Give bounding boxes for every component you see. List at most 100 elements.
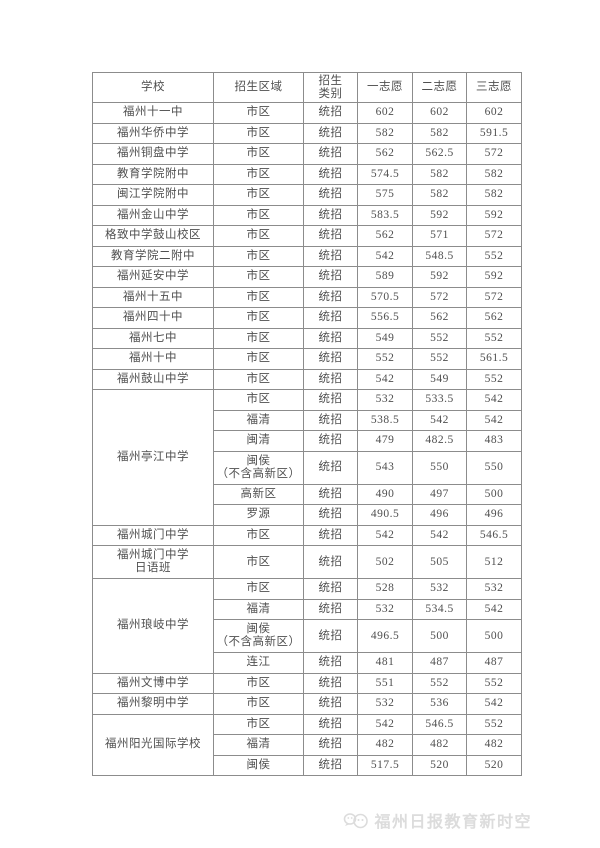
- cell-text-line: 市区: [246, 126, 271, 139]
- region-cell: 福清: [213, 598, 304, 620]
- cell-text-line: 市区: [246, 697, 271, 710]
- table-row: 福州十一中 市区 统招 602 602 602: [92, 102, 522, 124]
- score-third-choice-cell: 552: [466, 672, 522, 694]
- region-cell: 连江: [213, 652, 304, 674]
- category-cell: 统招: [303, 450, 358, 485]
- score-third-choice-cell: 483: [466, 430, 522, 452]
- score-third-choice-cell: 550: [466, 450, 522, 485]
- table-row: 格致中学鼓山校区 市区 统招 562 571 572: [92, 225, 522, 247]
- category-cell: 统招: [303, 578, 358, 600]
- category-cell: 统招: [303, 368, 358, 390]
- category-cell: 统招: [303, 504, 358, 526]
- cell-text-line: 市区: [246, 290, 271, 303]
- score-second-choice-cell: 548.5: [412, 245, 467, 267]
- cell-text-line: 福州十中: [129, 352, 177, 365]
- score-third-choice-cell: 500: [466, 619, 522, 653]
- score-third-choice-cell: 542: [466, 389, 522, 411]
- category-cell: 统招: [303, 672, 358, 694]
- category-cell: 统招: [303, 327, 358, 349]
- score-first-choice-cell: 538.5: [357, 409, 413, 431]
- table-row: 福州七中 市区 统招 549 552 552: [92, 327, 522, 349]
- cell-text-line: 福清: [246, 602, 271, 615]
- cell-text-line: 福清: [246, 738, 271, 751]
- score-second-choice-cell: 582: [412, 122, 467, 144]
- cell-text-line: 市区: [246, 331, 271, 344]
- category-cell: 统招: [303, 102, 358, 124]
- cell-text-line: 福州四十中: [123, 311, 183, 324]
- score-second-choice-cell: 496: [412, 504, 467, 526]
- region-cell: 市区: [213, 348, 304, 370]
- cell-text-line: 市区: [246, 352, 271, 365]
- category-cell: 统招: [303, 163, 358, 185]
- category-cell: 统招: [303, 143, 358, 165]
- score-first-choice-cell: 589: [357, 266, 413, 288]
- score-first-choice-cell: 575: [357, 184, 413, 206]
- score-first-choice-cell: 542: [357, 524, 413, 546]
- region-cell: 市区: [213, 389, 304, 411]
- category-cell: 统招: [303, 619, 358, 653]
- score-first-choice-cell: 496.5: [357, 619, 413, 653]
- score-first-choice-cell: 502: [357, 545, 413, 579]
- score-second-choice-cell: 533.5: [412, 389, 467, 411]
- score-third-choice-cell: 582: [466, 184, 522, 206]
- cell-text-line: 福州十一中: [123, 106, 183, 119]
- cell-text-line: 福州铜盘中学: [117, 147, 189, 160]
- score-second-choice-cell: 534.5: [412, 598, 467, 620]
- school-name-cell: 教育学院附中: [92, 163, 214, 185]
- school-name-cell: 福州十五中: [92, 286, 214, 308]
- school-name-cell: 福州阳光国际学校: [92, 713, 214, 776]
- region-cell: 市区: [213, 245, 304, 267]
- cell-text-line: 市区: [246, 555, 271, 568]
- score-first-choice-cell: 583.5: [357, 204, 413, 226]
- cell-text-line: 福州金山中学: [117, 208, 189, 221]
- score-third-choice-cell: 602: [466, 102, 522, 124]
- cell-text-line: 福州城门中学: [117, 549, 189, 561]
- school-name-cell: 福州十一中: [92, 102, 214, 124]
- school-name-cell: 福州四十中: [92, 307, 214, 329]
- score-first-choice-cell: 532: [357, 598, 413, 620]
- cell-text-line: 罗源: [246, 508, 271, 521]
- table-row: 高新区 统招 490 497 500: [93, 483, 522, 505]
- cell-text-line: 福州阳光国际学校: [105, 738, 201, 751]
- cell-text-line: 市区: [246, 249, 271, 262]
- watermark: 福州日报教育新时空: [343, 808, 532, 832]
- cell-text-line: 市区: [246, 167, 271, 180]
- col-header-third-choice: 三志愿: [466, 72, 522, 103]
- category-cell: 统招: [303, 598, 358, 620]
- score-second-choice-cell: 550: [412, 450, 467, 485]
- score-first-choice-cell: 556.5: [357, 307, 413, 329]
- region-cell: 市区: [213, 672, 304, 694]
- region-cell: 闽侯: [213, 754, 304, 776]
- region-cell: 闽清: [213, 430, 304, 452]
- score-third-choice-cell: 582: [466, 163, 522, 185]
- region-cell: 市区: [213, 327, 304, 349]
- school-name-cell: 福州亭江中学: [92, 389, 214, 526]
- table-row: 连江 统招 481 487 487: [93, 652, 522, 674]
- category-cell: 统招: [303, 122, 358, 144]
- region-cell: 市区: [213, 545, 304, 579]
- score-first-choice-cell: 542: [357, 368, 413, 390]
- table-row: 福州十中 市区 统招 552 552 561.5: [92, 348, 522, 370]
- score-third-choice-cell: 562: [466, 307, 522, 329]
- score-second-choice-cell: 520: [412, 754, 467, 776]
- score-first-choice-cell: 542: [357, 713, 413, 735]
- table-row: 福州延安中学 市区 统招 589 592 592: [92, 266, 522, 288]
- region-cell: 闽侯 （不含高新区）: [213, 619, 304, 653]
- cell-text-line: （不含高新区）: [216, 467, 301, 480]
- school-name-cell: 福州城门中学: [92, 524, 214, 546]
- table-row: 福州鼓山中学 市区 统招 542 549 552: [92, 368, 522, 390]
- category-cell: 统招: [303, 389, 358, 411]
- category-cell: 统招: [303, 754, 358, 776]
- table-row: 福州亭江中学 市区 统招 532 533.5 542: [92, 389, 522, 526]
- score-third-choice-cell: 496: [466, 504, 522, 526]
- cell-text-line: 市区: [246, 270, 271, 283]
- table-row: 闽侯 （不含高新区） 统招 496.5 500 500: [93, 619, 522, 653]
- category-cell: 统招: [303, 266, 358, 288]
- region-cell: 市区: [213, 204, 304, 226]
- score-third-choice-cell: 552: [466, 368, 522, 390]
- cell-text-line: 福州黎明中学: [117, 697, 189, 710]
- score-first-choice-cell: 528: [357, 578, 413, 600]
- cell-text-line: 市区: [246, 106, 271, 119]
- cell-text-line: 闽江学院附中: [117, 188, 189, 201]
- score-third-choice-cell: 591.5: [466, 122, 522, 144]
